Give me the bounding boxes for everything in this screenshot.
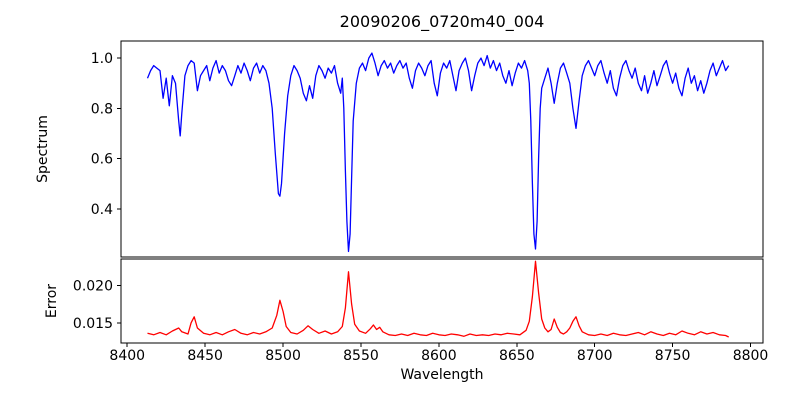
chart-title: 20090206_0720m40_004 bbox=[340, 12, 545, 32]
y-tick-label-spectrum: 0.6 bbox=[91, 152, 113, 168]
x-axis-label: Wavelength bbox=[400, 367, 483, 383]
x-tick-label: 8400 bbox=[109, 348, 145, 364]
x-tick-label: 8600 bbox=[421, 348, 457, 364]
spectrum-line bbox=[146, 52, 730, 253]
x-tick-label: 8550 bbox=[343, 348, 379, 364]
x-tick-label: 8800 bbox=[733, 348, 769, 364]
y-tick-label-error: 0.020 bbox=[73, 278, 113, 294]
y-tick-label-spectrum: 1.0 bbox=[91, 51, 113, 67]
y-tick-label-spectrum: 0.4 bbox=[91, 202, 113, 218]
y-tick-label-spectrum: 0.8 bbox=[91, 101, 113, 117]
y-tick-label-error: 0.015 bbox=[73, 316, 113, 332]
x-tick-label: 8750 bbox=[655, 348, 691, 364]
panel-border-spectrum bbox=[120, 40, 764, 258]
x-tick-label: 8500 bbox=[265, 348, 301, 364]
plot-layer: 0.4 0.6 0.8 1.0 0.015 0.020 8400 8450 8500 8550 86… bbox=[73, 40, 769, 364]
y-axis-label-error: Error bbox=[44, 284, 60, 318]
y-axis-label-spectrum: Spectrum bbox=[35, 115, 51, 183]
x-tick-label: 8450 bbox=[187, 348, 223, 364]
x-tick-label: 8700 bbox=[577, 348, 613, 364]
error-line bbox=[147, 260, 729, 338]
panel-border-error bbox=[120, 258, 764, 344]
x-tick-label: 8650 bbox=[499, 348, 535, 364]
